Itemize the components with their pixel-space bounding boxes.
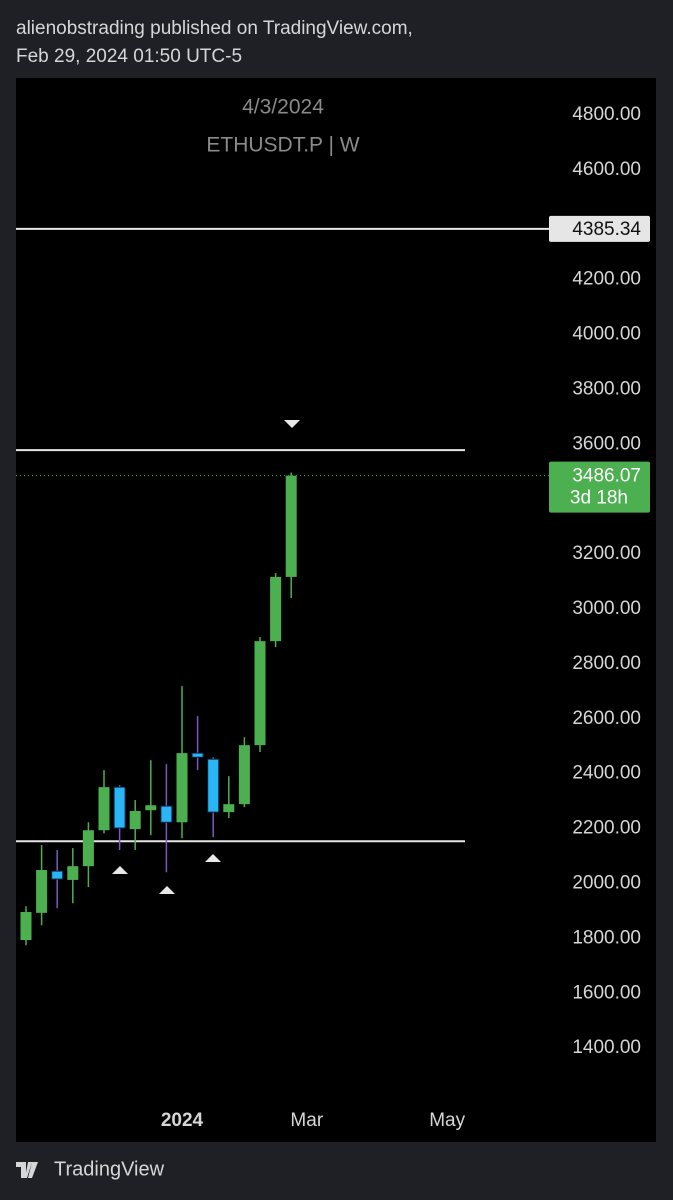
- candle-body: [129, 811, 141, 830]
- signal-markers: [112, 420, 300, 894]
- last-price-box: [549, 461, 650, 513]
- candle-body: [51, 870, 64, 880]
- date-line: Feb 29, 2024 01:50 UTC-5: [16, 46, 242, 67]
- candle-body: [113, 786, 126, 829]
- candle-body: [285, 475, 297, 577]
- up-marker: [112, 866, 128, 874]
- candle-body: [98, 787, 110, 831]
- y-tick-label: 3000.00: [572, 598, 641, 619]
- candle-body: [238, 745, 250, 805]
- y-tick-label: 4800.00: [572, 104, 641, 125]
- y-tick-label: 1400.00: [572, 1037, 641, 1058]
- y-tick-label: 4200.00: [572, 269, 641, 290]
- y-tick-label: 2600.00: [572, 708, 641, 729]
- candle-body: [191, 752, 204, 758]
- y-tick-label: 3600.00: [572, 433, 641, 454]
- chart-area: [16, 78, 656, 1142]
- y-tick-label: 2800.00: [572, 653, 641, 674]
- candle-body: [207, 758, 220, 813]
- candle-body: [223, 804, 235, 813]
- candle-body: [67, 866, 79, 880]
- y-tick-label: 1800.00: [572, 927, 641, 948]
- y-tick-label: 2000.00: [572, 872, 641, 893]
- candle-body: [82, 830, 94, 867]
- y-tick-label: 2400.00: [572, 763, 641, 784]
- candle-body: [36, 870, 48, 913]
- candle-body: [145, 805, 157, 811]
- watermark-date: 4/3/2024: [242, 96, 324, 119]
- up-marker: [205, 854, 221, 862]
- watermark-symbol: ETHUSDT.P | W: [206, 134, 359, 157]
- y-tick-label: 3800.00: [572, 379, 641, 400]
- candle-body: [20, 912, 32, 941]
- candle-body: [160, 805, 173, 823]
- x-tick-label: May: [429, 1110, 465, 1131]
- brand-logo: [16, 1162, 38, 1178]
- candle-body: [254, 641, 266, 746]
- brand-name: TradingView: [54, 1158, 165, 1180]
- y-tick-label: 3200.00: [572, 543, 641, 564]
- x-tick-label: 2024: [161, 1110, 204, 1131]
- brand: TradingView: [16, 1158, 165, 1180]
- candle-body: [176, 753, 188, 823]
- author-line: alienobstrading published on TradingView…: [16, 18, 413, 39]
- y-tick-label: 1600.00: [572, 982, 641, 1003]
- y-tick-label: 2200.00: [572, 818, 641, 839]
- x-tick-label: Mar: [290, 1110, 323, 1131]
- price-line-label: 4385.34: [572, 219, 641, 240]
- price-line-label-box: [549, 215, 650, 242]
- up-marker: [159, 886, 175, 894]
- candle-body: [270, 576, 282, 642]
- down-marker: [284, 420, 300, 428]
- y-tick-label: 4000.00: [572, 324, 641, 345]
- y-tick-label: 4600.00: [572, 159, 641, 180]
- countdown-label: 3d 18h: [570, 488, 628, 509]
- last-price-label: 3486.07: [572, 466, 641, 487]
